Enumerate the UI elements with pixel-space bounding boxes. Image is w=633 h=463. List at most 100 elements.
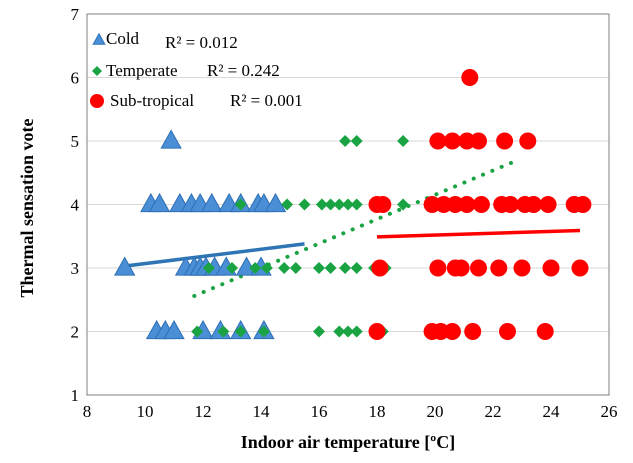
data-points bbox=[113, 69, 592, 340]
y-tick-label: 3 bbox=[71, 259, 80, 278]
trendline-sub-tropical bbox=[376, 228, 581, 239]
point-sub-tropical bbox=[443, 323, 461, 340]
point-temperate bbox=[281, 198, 294, 211]
legend-marker-temperate bbox=[92, 66, 102, 76]
point-sub-tropical bbox=[374, 196, 392, 213]
point-sub-tropical bbox=[525, 196, 543, 213]
point-temperate bbox=[342, 325, 354, 338]
point-sub-tropical bbox=[368, 323, 386, 340]
x-tick-label: 26 bbox=[601, 402, 618, 421]
point-sub-tropical bbox=[452, 259, 470, 277]
y-tick-label: 7 bbox=[71, 5, 80, 24]
point-temperate bbox=[260, 262, 273, 274]
x-tick-label: 18 bbox=[369, 402, 386, 421]
point-temperate bbox=[315, 198, 328, 211]
point-sub-tropical bbox=[429, 132, 447, 150]
point-temperate bbox=[339, 135, 352, 147]
point-cold bbox=[148, 192, 171, 213]
y-tick-label: 2 bbox=[71, 323, 80, 342]
trendline-temperate bbox=[192, 159, 516, 298]
y-tick-label: 4 bbox=[71, 196, 80, 215]
point-temperate bbox=[289, 262, 302, 274]
legend-label-cold: Cold bbox=[106, 29, 140, 48]
legend-marker-cold bbox=[92, 32, 106, 45]
point-sub-tropical bbox=[496, 132, 514, 150]
point-sub-tropical bbox=[429, 259, 447, 277]
point-cold bbox=[113, 256, 136, 276]
point-temperate bbox=[226, 262, 238, 274]
point-cold bbox=[200, 192, 223, 213]
point-temperate bbox=[313, 325, 325, 338]
point-temperate bbox=[217, 325, 230, 338]
legend-label-sub-tropical: Sub-tropical bbox=[110, 91, 194, 110]
point-temperate bbox=[324, 262, 337, 274]
point-temperate bbox=[202, 262, 215, 274]
point-sub-tropical bbox=[536, 323, 554, 340]
point-temperate bbox=[342, 198, 354, 211]
point-temperate bbox=[397, 198, 410, 211]
point-sub-tropical bbox=[470, 132, 487, 150]
r-squared-label-sub-tropical: R² = 0.001 bbox=[230, 91, 303, 110]
point-sub-tropical bbox=[461, 69, 479, 86]
point-temperate bbox=[350, 198, 363, 211]
point-temperate bbox=[350, 135, 363, 147]
plot-frame bbox=[86, 13, 610, 396]
y-axis-title: Thermal sensation vote bbox=[17, 119, 37, 298]
legend: Cold R² = 0.012 Temperate R² = 0.242 Sub-tro… bbox=[90, 29, 303, 110]
y-tick-label: 5 bbox=[71, 132, 80, 151]
point-temperate bbox=[234, 325, 247, 338]
point-temperate bbox=[350, 262, 363, 274]
point-temperate bbox=[333, 325, 346, 338]
point-sub-tropical bbox=[464, 323, 482, 340]
point-sub-tropical bbox=[499, 323, 516, 340]
x-axis-ticks: 8 10 12 14 16 18 20 22 24 26 bbox=[83, 402, 618, 421]
point-sub-tropical bbox=[574, 196, 592, 213]
point-temperate bbox=[333, 198, 346, 211]
point-sub-tropical bbox=[542, 259, 560, 277]
point-sub-tropical bbox=[470, 259, 487, 277]
x-axis-title: Indoor air temperature [ºC] bbox=[241, 432, 455, 452]
trendlines bbox=[124, 159, 581, 298]
point-temperate bbox=[278, 262, 291, 274]
point-sub-tropical bbox=[472, 196, 490, 213]
point-cold bbox=[264, 192, 287, 213]
point-temperate bbox=[234, 198, 247, 211]
legend-label-temperate: Temperate bbox=[106, 61, 178, 80]
r-squared-label-cold: R² = 0.012 bbox=[165, 33, 238, 52]
point-temperate bbox=[313, 262, 325, 274]
x-tick-label: 24 bbox=[543, 402, 561, 421]
point-sub-tropical bbox=[371, 259, 389, 277]
point-temperate bbox=[249, 262, 262, 274]
point-sub-tropical bbox=[513, 259, 531, 277]
point-temperate bbox=[191, 325, 204, 338]
point-temperate bbox=[298, 198, 311, 211]
point-sub-tropical bbox=[501, 196, 519, 213]
y-axis-ticks: 1 2 3 4 5 6 7 bbox=[71, 5, 80, 405]
point-cold bbox=[160, 129, 182, 149]
point-temperate bbox=[324, 198, 337, 211]
point-sub-tropical bbox=[519, 132, 537, 150]
x-tick-label: 16 bbox=[311, 402, 328, 421]
point-cold bbox=[163, 319, 185, 340]
plot-area-border bbox=[86, 13, 610, 396]
point-sub-tropical bbox=[458, 196, 476, 213]
x-tick-label: 8 bbox=[83, 402, 92, 421]
y-tick-label: 6 bbox=[71, 69, 80, 88]
point-sub-tropical bbox=[539, 196, 557, 213]
legend-marker-sub-tropical bbox=[90, 94, 104, 108]
x-tick-label: 22 bbox=[485, 402, 502, 421]
x-tick-label: 12 bbox=[195, 402, 212, 421]
point-sub-tropical bbox=[443, 132, 461, 150]
r-squared-label-temperate: R² = 0.242 bbox=[207, 61, 280, 80]
x-tick-label: 14 bbox=[253, 402, 271, 421]
x-tick-label: 10 bbox=[137, 402, 154, 421]
point-sub-tropical bbox=[571, 259, 589, 277]
y-tick-label: 1 bbox=[71, 386, 80, 405]
point-temperate bbox=[350, 325, 363, 338]
point-temperate bbox=[397, 135, 410, 147]
point-temperate bbox=[257, 325, 270, 338]
x-tick-label: 20 bbox=[427, 402, 444, 421]
point-sub-tropical bbox=[490, 259, 508, 277]
point-temperate bbox=[339, 262, 352, 274]
